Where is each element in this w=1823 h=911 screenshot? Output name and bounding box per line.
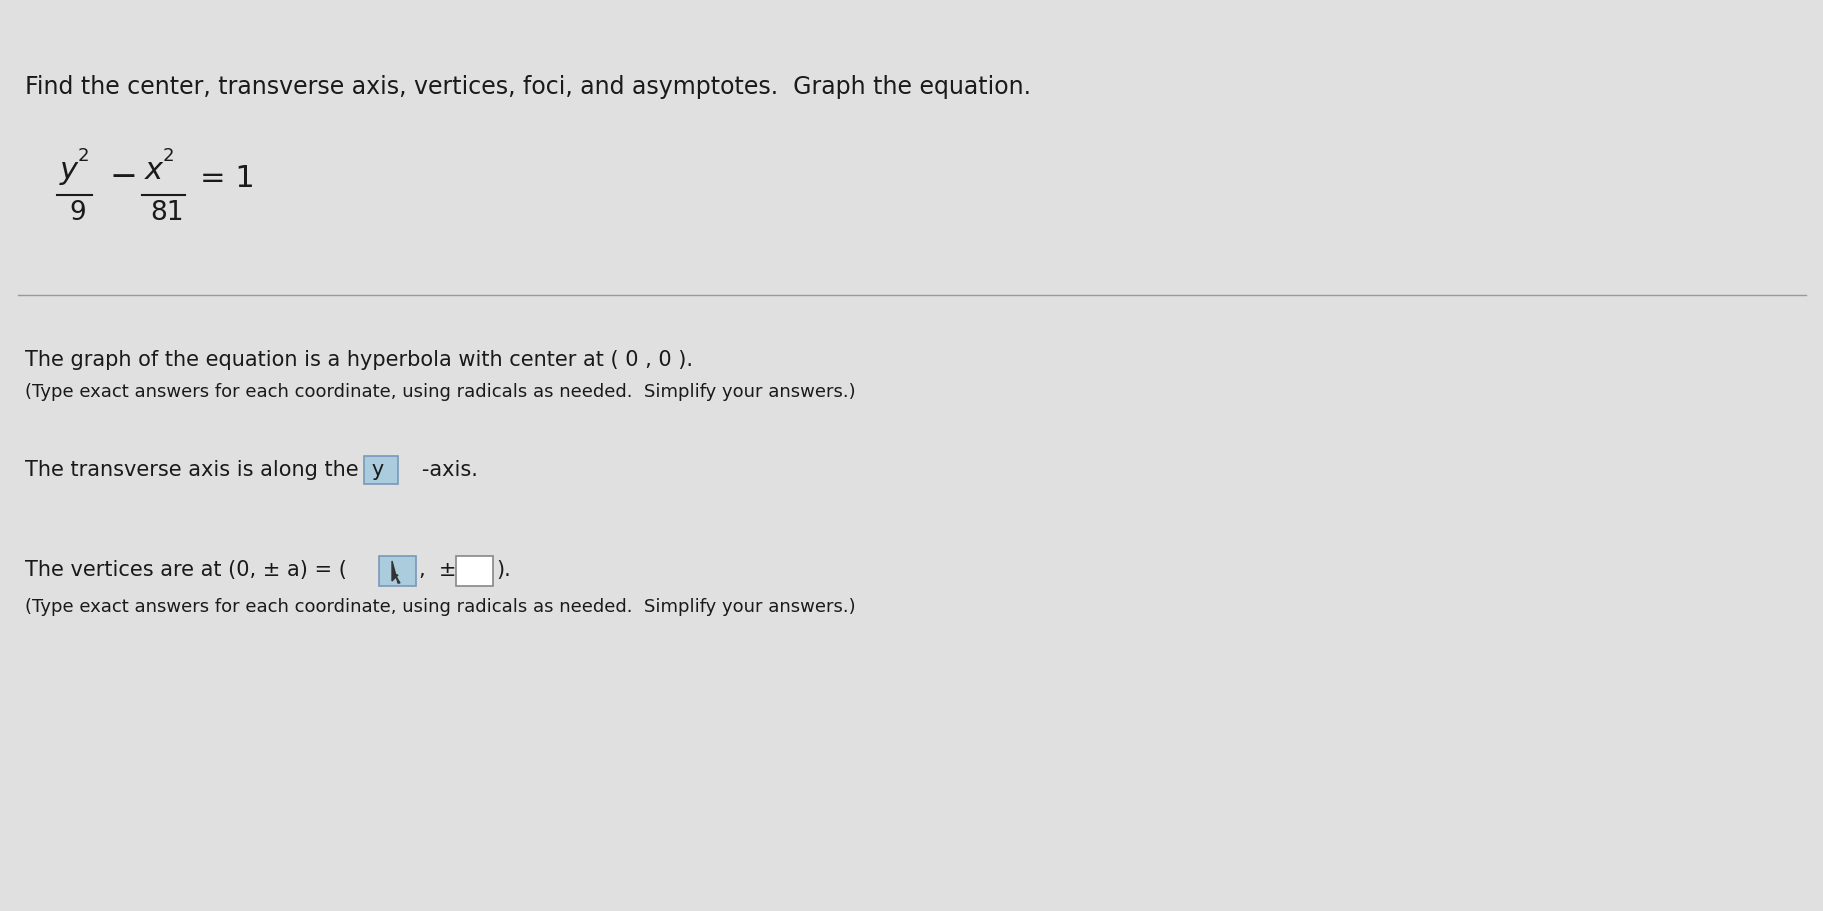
FancyBboxPatch shape xyxy=(379,556,416,586)
Polygon shape xyxy=(392,561,399,583)
Text: 9: 9 xyxy=(69,200,86,226)
Text: -axis.: -axis. xyxy=(401,460,478,480)
Text: −: − xyxy=(109,160,139,193)
Text: x: x xyxy=(144,156,162,185)
Text: 81: 81 xyxy=(149,200,184,226)
Text: 2: 2 xyxy=(162,147,175,165)
Text: ,  ±: , ± xyxy=(419,560,456,580)
FancyBboxPatch shape xyxy=(365,456,397,484)
Text: The graph of the equation is a hyperbola with center at ( 0 , 0 ).: The graph of the equation is a hyperbola… xyxy=(26,350,693,370)
Text: The vertices are at (0, ± a) = (: The vertices are at (0, ± a) = ( xyxy=(26,560,346,580)
Text: y: y xyxy=(60,156,78,185)
Text: 2: 2 xyxy=(78,147,89,165)
Text: (Type exact answers for each coordinate, using radicals as needed.  Simplify you: (Type exact answers for each coordinate,… xyxy=(26,598,855,616)
Text: ).: ). xyxy=(496,560,510,580)
Text: The transverse axis is along the  y: The transverse axis is along the y xyxy=(26,460,385,480)
Text: (Type exact answers for each coordinate, using radicals as needed.  Simplify you: (Type exact answers for each coordinate,… xyxy=(26,383,855,401)
FancyBboxPatch shape xyxy=(456,556,492,586)
Text: Find the center, transverse axis, vertices, foci, and asymptotes.  Graph the equ: Find the center, transverse axis, vertic… xyxy=(26,75,1030,99)
Text: = 1: = 1 xyxy=(201,164,255,193)
